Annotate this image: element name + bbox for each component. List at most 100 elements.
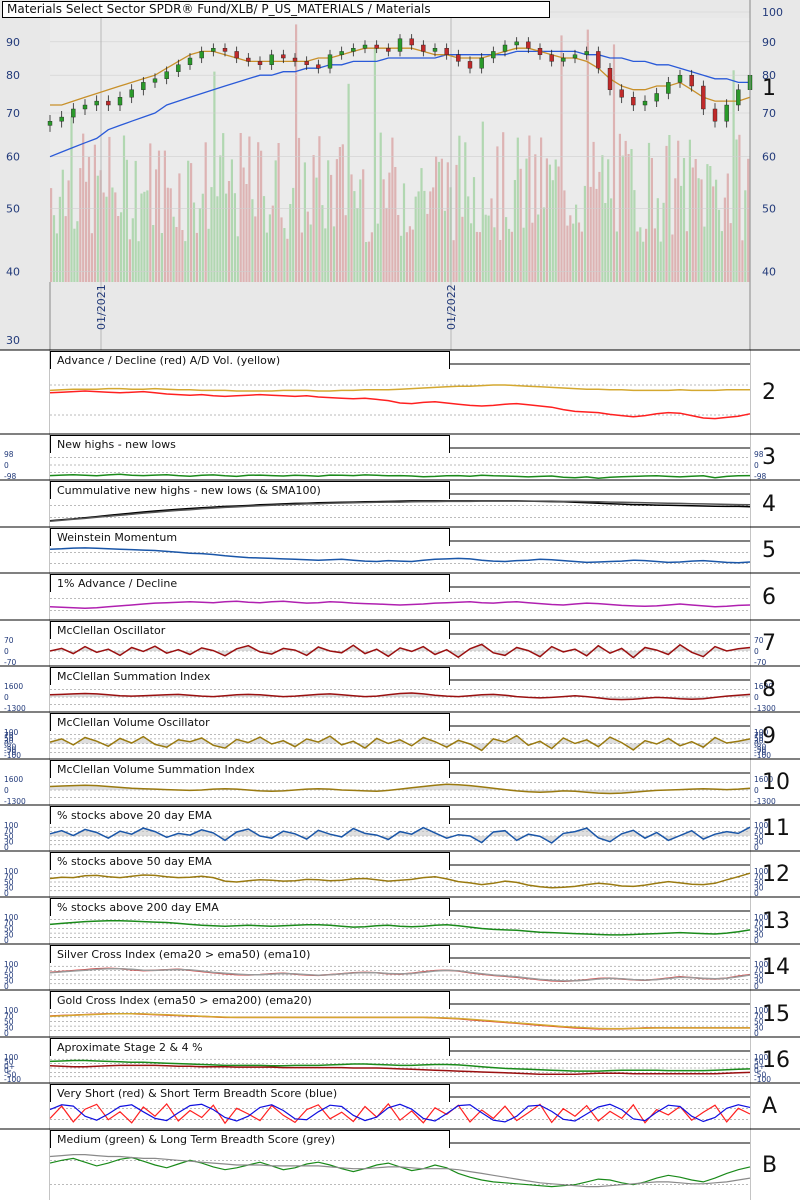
- volume-bar: [583, 185, 586, 282]
- volume-bar: [717, 209, 721, 282]
- volume-bar: [656, 198, 659, 282]
- volume-bar: [400, 235, 403, 282]
- series-line: [49, 643, 751, 659]
- tick-label-right: 30: [754, 838, 764, 847]
- tick-label-right: 0-: [754, 1066, 762, 1075]
- volume-bar: [647, 142, 651, 282]
- series-line: [49, 872, 751, 889]
- candle-body: [526, 41, 531, 49]
- volume-bar: [545, 158, 548, 282]
- volume-bar: [388, 172, 391, 282]
- tick-label-right: -50: [754, 1071, 766, 1080]
- candle-body: [491, 51, 496, 59]
- volume-bar: [236, 236, 239, 282]
- volume-bar: [685, 231, 688, 282]
- candle-body: [631, 97, 636, 106]
- candle-body: [269, 54, 274, 65]
- volume-bar: [277, 143, 280, 282]
- volume-bar: [359, 179, 362, 282]
- volume-bar: [467, 196, 470, 282]
- volume-bar: [362, 169, 365, 282]
- tick-label-left: 30: [4, 1023, 14, 1032]
- series-line: [49, 390, 751, 420]
- volume-bar: [709, 166, 712, 282]
- tick-label-right: 1600: [754, 682, 773, 691]
- tick-label-right: 70: [754, 1012, 764, 1021]
- tick-label-right: 0: [754, 1029, 759, 1038]
- volume-bar: [178, 173, 181, 282]
- volume-bar: [245, 184, 248, 282]
- volume-bar: [551, 180, 554, 282]
- volume-bar: [137, 241, 140, 282]
- volume-bar: [414, 196, 417, 282]
- tick-label-right: 1600: [754, 775, 773, 784]
- tick-label-left: 0: [4, 982, 9, 991]
- volume-bar: [289, 204, 292, 282]
- volume-bar: [612, 44, 616, 283]
- tick-label-right: -50: [754, 745, 766, 754]
- volume-bar: [598, 171, 601, 282]
- volume-bar: [303, 162, 306, 282]
- volume-bar: [207, 228, 210, 282]
- volume-bar: [265, 232, 268, 282]
- series-line: [49, 384, 750, 392]
- volume-bar: [472, 177, 476, 282]
- volume-bar: [73, 228, 76, 282]
- volume-bar: [417, 191, 420, 282]
- volume-bar: [408, 226, 411, 282]
- volume-bar: [204, 142, 207, 282]
- series-line: [49, 783, 751, 795]
- tick-label-right: 100: [754, 913, 769, 922]
- panel-label: 7: [762, 631, 776, 656]
- volume-bar: [120, 212, 123, 282]
- price-tick-label-left: 60: [6, 151, 20, 164]
- volume-bar: [356, 208, 359, 282]
- volume-bar: [496, 146, 499, 282]
- tick-label-right: 0: [754, 889, 759, 898]
- volume-bar: [499, 240, 502, 282]
- volume-bar: [557, 166, 560, 282]
- volume-bar: [575, 204, 578, 282]
- volume-bar: [90, 233, 93, 282]
- volume-bar: [350, 174, 353, 282]
- price-tick-label-left: 30: [6, 334, 20, 347]
- volume-bar: [572, 223, 575, 282]
- tick-label-right: -70: [754, 658, 766, 667]
- volume-bar: [423, 190, 426, 282]
- series-line: [49, 826, 751, 844]
- volume-bar: [443, 210, 446, 282]
- volume-bar: [70, 116, 73, 282]
- series-line: [49, 473, 751, 479]
- candle-body: [281, 54, 286, 59]
- tick-label-right: 50: [754, 832, 764, 841]
- tick-label-right: 0: [754, 786, 759, 795]
- candle-body: [199, 51, 204, 59]
- tick-label-right: 50: [754, 1057, 764, 1066]
- tick-label-left: 100: [4, 913, 19, 922]
- tick-label-left: 0: [4, 936, 9, 945]
- tick-label-right: 98: [754, 450, 764, 459]
- tick-label-left: -70: [4, 748, 16, 757]
- indicator-title: % stocks above 200 day EMA: [50, 898, 450, 916]
- price-tick-label-left: 80: [6, 69, 20, 82]
- volume-bar: [580, 231, 583, 282]
- panel-label: 5: [762, 538, 776, 563]
- volume-bar: [157, 150, 161, 282]
- candle-body: [164, 71, 169, 79]
- tick-label-right: 30: [754, 977, 764, 986]
- volume-bar: [102, 192, 105, 282]
- volume-bar: [715, 179, 718, 282]
- panel-label: 3: [762, 445, 776, 470]
- tick-label-right: 30: [754, 930, 764, 939]
- tick-label-left: -50: [4, 745, 16, 754]
- tick-label-left: 0: [4, 647, 9, 656]
- volume-bar: [405, 232, 408, 282]
- volume-bar: [706, 164, 709, 282]
- volume-bar: [79, 168, 82, 282]
- series-line: [49, 500, 751, 522]
- series-line: [49, 1102, 751, 1125]
- volume-bar: [627, 154, 630, 282]
- volume-bar: [703, 226, 706, 282]
- candle-body: [234, 51, 239, 59]
- volume-bar: [330, 174, 333, 282]
